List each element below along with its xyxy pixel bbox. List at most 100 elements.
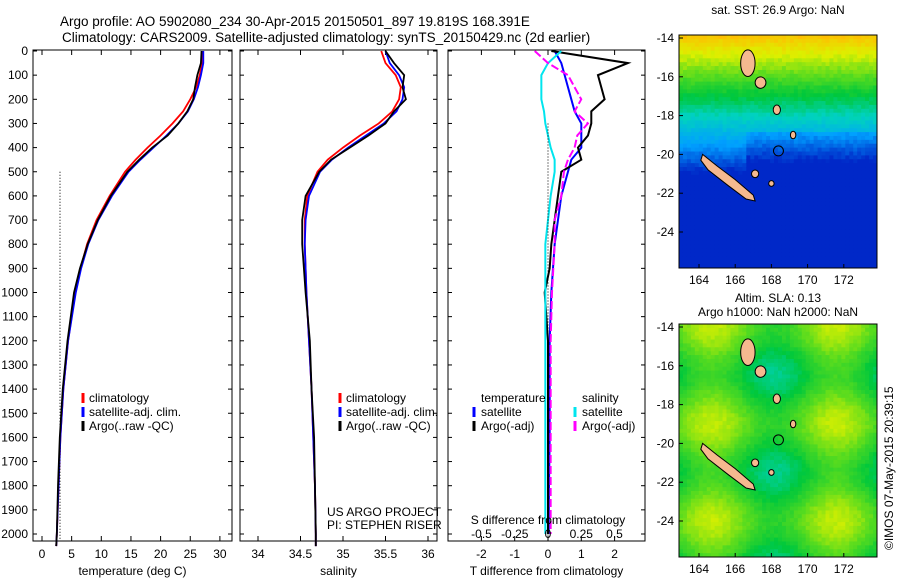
map-cell <box>865 112 870 118</box>
map-cell <box>710 89 716 94</box>
map-cell <box>869 46 874 52</box>
map-cell <box>710 209 716 215</box>
map-cell <box>742 97 747 102</box>
map-cell <box>686 124 692 129</box>
map-cell <box>789 401 795 407</box>
map-cell <box>801 229 807 234</box>
map-cell <box>849 124 854 129</box>
map-cell <box>710 467 716 473</box>
map-cell <box>853 139 858 145</box>
map-cell <box>809 155 815 160</box>
map-cell <box>726 248 731 253</box>
map-cell <box>734 38 739 44</box>
map-cell <box>766 116 771 121</box>
map-cell <box>730 444 735 449</box>
map-cell <box>789 382 795 387</box>
map-cell <box>861 132 866 137</box>
map-cell <box>797 147 803 152</box>
map-cell <box>801 143 807 149</box>
map-cell <box>774 77 779 83</box>
map-cell <box>690 221 696 226</box>
map-cell <box>754 182 759 187</box>
map-cell <box>833 93 838 98</box>
map-cell <box>730 498 735 504</box>
map-cell <box>754 151 759 156</box>
map-cell <box>714 467 720 473</box>
map-cell <box>825 54 830 59</box>
map-cell <box>841 201 846 207</box>
map-cell <box>825 198 830 203</box>
map-cell <box>718 151 724 156</box>
map-cell <box>690 139 696 145</box>
map-cell <box>813 85 819 90</box>
map-cell <box>754 190 759 195</box>
map-cell <box>837 221 842 226</box>
map-cell <box>770 421 775 426</box>
map-cell <box>754 362 759 368</box>
map-cell <box>801 256 807 261</box>
map-cell <box>742 209 747 215</box>
map-cell <box>809 89 815 94</box>
map-cell <box>841 108 846 114</box>
map-cell <box>754 66 759 71</box>
map-cell <box>714 151 720 156</box>
map-cell <box>722 386 728 391</box>
map-cell <box>726 151 731 156</box>
map-cell <box>734 159 739 164</box>
map-cell <box>702 459 708 465</box>
map-cell <box>694 456 700 461</box>
map-cell <box>766 382 771 387</box>
map-cell <box>694 174 700 180</box>
map-cell <box>690 244 696 250</box>
map-cell <box>781 217 787 222</box>
map-cell <box>694 518 700 523</box>
map-cell <box>738 112 743 118</box>
map-cell <box>817 77 823 83</box>
map-cell <box>702 397 708 403</box>
map-cell <box>698 264 704 269</box>
map-cell <box>797 77 803 83</box>
map-cell <box>698 85 704 90</box>
map-cell <box>829 167 834 172</box>
map-cell <box>817 248 823 253</box>
map-cell <box>758 73 763 79</box>
map-cell <box>738 77 743 83</box>
map-cell <box>710 194 716 199</box>
map-cell <box>873 85 878 90</box>
map-cell <box>857 174 862 180</box>
map-cell <box>706 479 712 484</box>
map-cell <box>690 213 696 219</box>
map-cell <box>718 475 724 480</box>
map-cell <box>770 424 775 430</box>
map-cell <box>750 147 755 152</box>
map-cell <box>698 424 704 430</box>
map-cell <box>710 490 716 496</box>
map-cell <box>726 553 731 558</box>
map-cell <box>778 201 783 207</box>
map-cell <box>694 42 700 48</box>
map-cell <box>793 170 799 176</box>
map-cell <box>686 436 692 441</box>
map-cell <box>686 448 692 453</box>
map-cell <box>778 409 783 414</box>
map-cell <box>726 335 731 341</box>
map-cell <box>718 522 724 527</box>
map-cell <box>754 374 759 379</box>
map-cell <box>722 240 728 246</box>
map-cell <box>750 135 755 141</box>
map-cell <box>785 370 791 375</box>
map-cell <box>857 132 862 137</box>
map-cell <box>766 553 771 558</box>
map-cell <box>762 479 767 484</box>
map-cell <box>702 190 708 195</box>
map-cell <box>738 355 743 360</box>
map-cell <box>861 143 866 149</box>
map-cell <box>714 135 720 141</box>
map-cell <box>698 167 704 172</box>
map-cell <box>781 471 787 476</box>
map-cell <box>762 159 767 164</box>
map-cell <box>734 351 739 356</box>
map-cell <box>679 170 684 176</box>
map-cell <box>781 236 787 242</box>
map-cell <box>869 135 874 141</box>
